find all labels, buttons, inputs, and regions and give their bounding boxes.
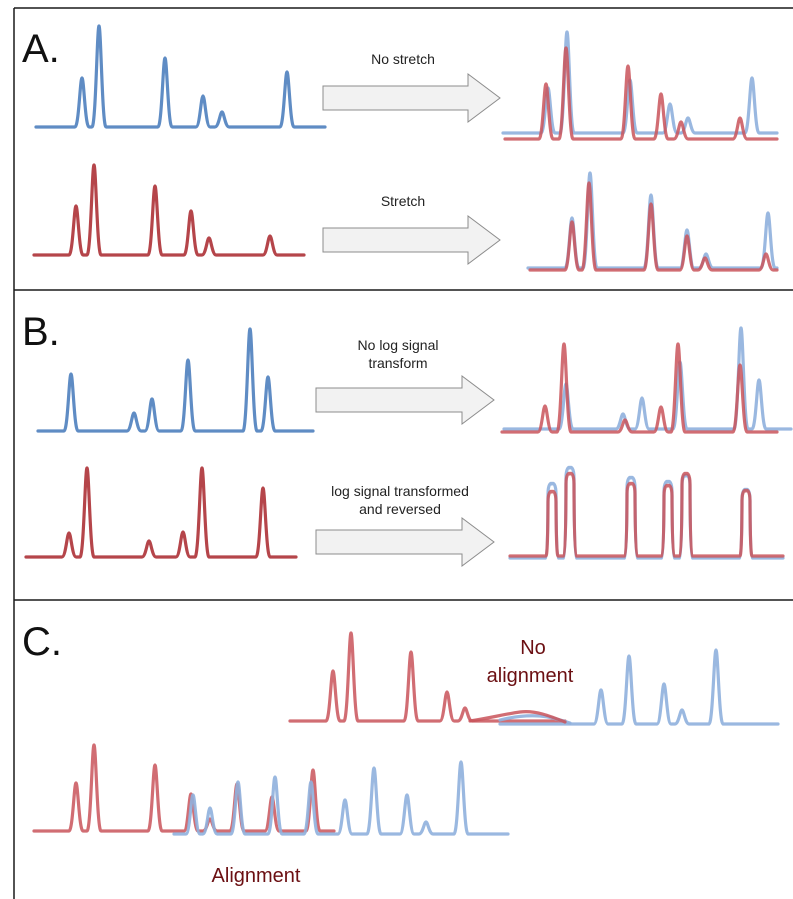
no-stretch-label: No stretch — [371, 51, 435, 67]
panel-c-aligned-blue-trace — [172, 760, 510, 836]
panel-a: A. No stretch Stretch — [22, 24, 779, 272]
panel-b-log-blue-overlay — [508, 465, 785, 560]
panel-c-aligned-red-trace — [32, 743, 336, 833]
arrow-shape — [315, 375, 495, 425]
panel-b-no-log-blue-overlay — [502, 326, 793, 431]
panel-a-arrow-no-stretch: No stretch — [322, 51, 501, 123]
log-reversed-label-line1: log signal transformed — [331, 483, 469, 499]
panel-c-unaligned-red-trace — [288, 631, 567, 723]
arrow-shape — [322, 73, 501, 123]
panel-b-letter: B. — [22, 310, 60, 354]
arrow-shape — [315, 517, 495, 567]
panel-a-arrow-stretch: Stretch — [322, 193, 501, 265]
panel-b-arrow-no-log: No log signal transform — [315, 337, 495, 425]
panel-b: B. No log signal transform log signal tr… — [22, 310, 793, 567]
panel-a-letter: A. — [22, 27, 60, 71]
panel-a-stretch-red-overlay — [528, 181, 779, 272]
panel-b-no-log-red-overlay — [500, 342, 779, 434]
alignment-label: Alignment — [212, 865, 301, 887]
arrow-shape — [322, 215, 501, 265]
panel-b-bottom-red-trace — [24, 466, 298, 559]
no-alignment-label-line2: alignment — [487, 665, 574, 687]
panel-c-letter: C. — [22, 620, 62, 664]
stretch-label: Stretch — [381, 193, 425, 209]
panel-a-no-stretch-red-overlay — [503, 46, 779, 141]
no-log-label-line2: transform — [368, 355, 427, 371]
panel-b-top-blue-trace — [36, 327, 315, 433]
panel-b-log-red-overlay — [508, 471, 785, 558]
panel-c: C. No alignment Alignment — [22, 620, 780, 887]
panel-a-top-blue-trace — [34, 24, 327, 129]
no-log-label-line1: No log signal — [358, 337, 439, 353]
panel-c-unaligned-blue-trace — [498, 648, 780, 726]
no-alignment-label-line1: No — [520, 637, 546, 659]
panel-b-arrow-log-reversed: log signal transformed and reversed — [315, 483, 495, 567]
panel-a-bottom-red-trace — [32, 163, 306, 257]
log-reversed-label-line2: and reversed — [359, 501, 441, 517]
panel-c-unaligned-red-tail — [468, 710, 567, 724]
